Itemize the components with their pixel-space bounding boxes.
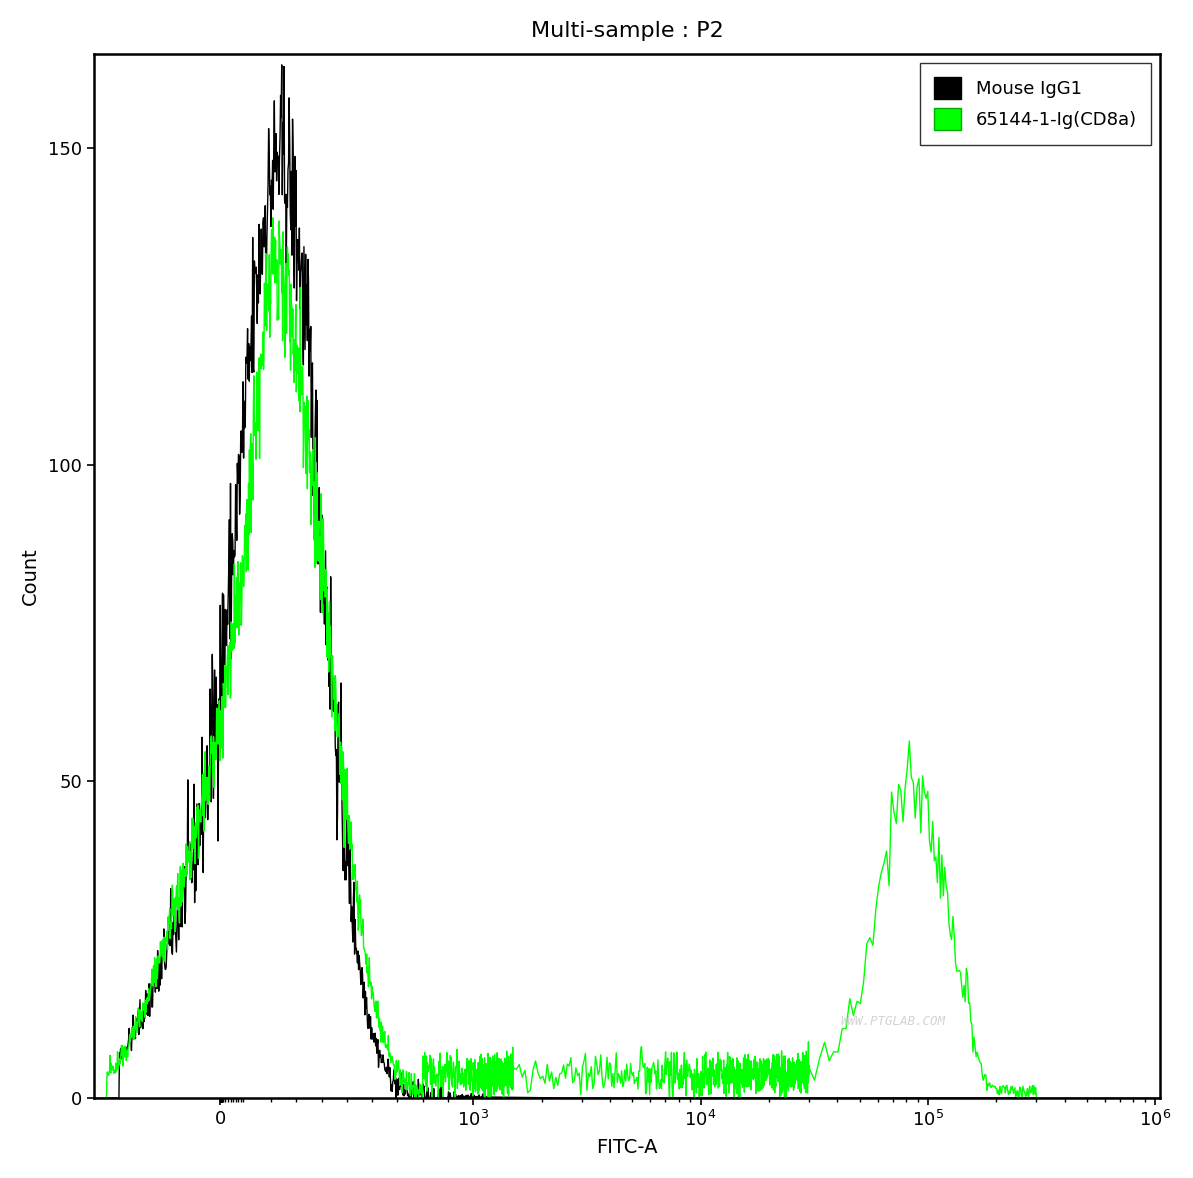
X-axis label: FITC-A: FITC-A bbox=[596, 1138, 657, 1157]
Y-axis label: Count: Count bbox=[20, 547, 39, 604]
Legend: Mouse IgG1, 65144-1-Ig(CD8a): Mouse IgG1, 65144-1-Ig(CD8a) bbox=[920, 62, 1151, 145]
Title: Multi-sample : P2: Multi-sample : P2 bbox=[531, 21, 723, 41]
Text: WWW.PTGLAB.COM: WWW.PTGLAB.COM bbox=[840, 1014, 945, 1028]
